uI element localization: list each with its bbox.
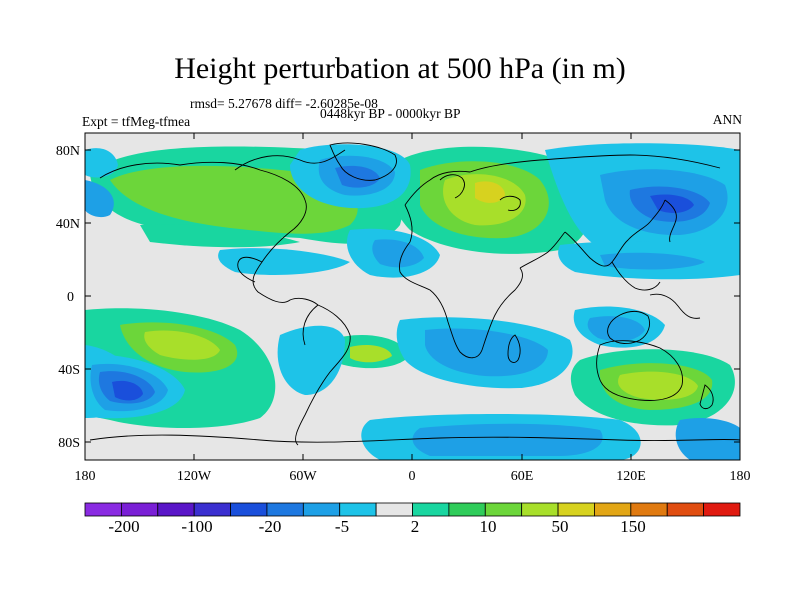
colorbar-swatch [193, 502, 231, 517]
plot-title: Height perturbation at 500 hPa (in m) [174, 52, 626, 85]
lon-label: 120E [616, 469, 646, 484]
lon-label: 180 [75, 469, 96, 484]
colorbar-swatch [84, 502, 122, 517]
colorbar-swatch [339, 502, 377, 517]
colorbar-label: -5 [335, 517, 349, 536]
coastlines [89, 142, 740, 446]
colorbar-label: 50 [552, 517, 569, 536]
lon-label: 60E [511, 469, 534, 484]
colorbar-swatch [266, 502, 304, 517]
colorbar [84, 502, 741, 517]
colorbar-swatch [412, 502, 450, 517]
colorbar-swatch [557, 502, 595, 517]
colorbar-swatch [521, 502, 559, 517]
colorbar-labels: -200 -100 -20 -5 2 10 50 150 [108, 517, 645, 536]
colorbar-label: -200 [108, 517, 139, 536]
lon-label: 180 [730, 469, 751, 484]
colorbar-swatch [375, 502, 413, 517]
lat-label: 40N [56, 217, 80, 232]
longitude-labels: 180 120W 60W 0 60E 120E 180 [75, 469, 751, 484]
map-panel [85, 133, 740, 460]
axis-ticks [85, 133, 740, 460]
lat-label: 80N [56, 144, 80, 159]
rmsd-stats: rmsd= 5.27678 diff= -2.60285e-08 [190, 96, 378, 111]
season-label: ANN [712, 112, 742, 127]
lon-label: 0 [409, 469, 416, 484]
colorbar-swatch [302, 502, 341, 517]
latitude-labels: 80N 40N 0 40S 80S [56, 144, 80, 451]
lon-label: 60W [289, 469, 317, 484]
colorbar-label: 150 [620, 517, 646, 536]
time-period: 0448kyr BP - 0000kyr BP [320, 106, 461, 121]
colorbar-swatch [120, 502, 159, 517]
colorbar-swatch [594, 502, 632, 517]
colorbar-swatch [630, 502, 668, 517]
lat-label: 0 [67, 290, 74, 305]
colorbar-swatch [703, 502, 741, 517]
colorbar-label: 2 [411, 517, 420, 536]
colorbar-label: 10 [480, 517, 497, 536]
colorbar-swatch [157, 502, 195, 517]
colorbar-swatch [666, 502, 705, 517]
lat-label: 40S [58, 363, 80, 378]
lat-label: 80S [58, 436, 80, 451]
colorbar-swatch [484, 502, 523, 517]
colorbar-swatch [230, 502, 268, 517]
colorbar-swatch [448, 502, 486, 517]
experiment-label: Expt = tfMeg-tfmea [82, 114, 191, 129]
lon-label: 120W [177, 469, 212, 484]
colorbar-label: -20 [259, 517, 282, 536]
colorbar-label: -100 [181, 517, 212, 536]
